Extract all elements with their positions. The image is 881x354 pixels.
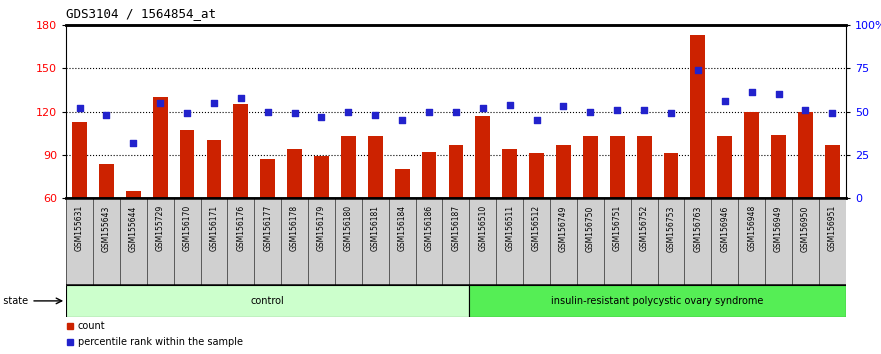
Text: GSM156179: GSM156179	[317, 205, 326, 251]
Point	[233, 95, 248, 101]
Text: GSM156512: GSM156512	[532, 205, 541, 251]
Bar	[72, 122, 87, 198]
Bar	[691, 35, 706, 198]
Point	[583, 109, 597, 114]
Point	[287, 110, 301, 116]
Text: GSM155643: GSM155643	[102, 205, 111, 252]
Point	[637, 107, 651, 113]
Text: GSM156948: GSM156948	[747, 205, 756, 251]
Point	[448, 109, 463, 114]
Bar	[99, 164, 114, 198]
Bar	[556, 145, 571, 198]
Point	[529, 118, 544, 123]
Bar	[583, 136, 597, 198]
Point	[126, 140, 140, 145]
Bar	[470, 285, 846, 317]
Point	[261, 109, 275, 114]
Bar	[717, 136, 732, 198]
Point	[422, 109, 436, 114]
Text: GSM156184: GSM156184	[397, 205, 407, 251]
Text: GSM156180: GSM156180	[344, 205, 353, 251]
Bar	[315, 156, 329, 198]
Point	[180, 110, 194, 116]
Bar	[529, 153, 544, 198]
Text: GSM156511: GSM156511	[505, 205, 515, 251]
Point	[772, 91, 786, 97]
Text: GSM156170: GSM156170	[182, 205, 191, 251]
Text: GSM156171: GSM156171	[210, 205, 218, 251]
Text: GSM156763: GSM156763	[693, 205, 702, 252]
Point	[153, 100, 167, 105]
Text: GSM155631: GSM155631	[75, 205, 84, 251]
Text: percentile rank within the sample: percentile rank within the sample	[78, 337, 243, 347]
Text: GSM156750: GSM156750	[586, 205, 595, 252]
Bar	[152, 97, 167, 198]
Point	[395, 118, 409, 123]
Text: GSM156187: GSM156187	[451, 205, 461, 251]
Text: GSM156751: GSM156751	[612, 205, 622, 251]
Bar	[341, 136, 356, 198]
Point	[503, 102, 517, 107]
Point	[718, 98, 732, 104]
Text: GSM155729: GSM155729	[156, 205, 165, 251]
Text: GSM156186: GSM156186	[425, 205, 433, 251]
Point	[207, 100, 221, 105]
Bar	[395, 169, 410, 198]
Text: GSM156749: GSM156749	[559, 205, 568, 252]
Bar	[66, 285, 470, 317]
Point	[557, 103, 571, 109]
Text: GSM156949: GSM156949	[774, 205, 783, 252]
Bar	[368, 136, 382, 198]
Bar	[798, 112, 813, 198]
Text: GSM156181: GSM156181	[371, 205, 380, 251]
Text: disease state: disease state	[0, 296, 28, 306]
Bar	[126, 191, 141, 198]
Text: GSM156176: GSM156176	[236, 205, 245, 251]
Bar	[502, 149, 517, 198]
Point	[798, 107, 812, 113]
Text: GSM156951: GSM156951	[828, 205, 837, 251]
Bar	[422, 152, 436, 198]
Bar	[637, 136, 652, 198]
Text: GSM156753: GSM156753	[667, 205, 676, 252]
Bar	[180, 130, 195, 198]
Bar	[476, 116, 490, 198]
Text: GDS3104 / 1564854_at: GDS3104 / 1564854_at	[66, 7, 216, 20]
Point	[744, 90, 759, 95]
Text: GSM156510: GSM156510	[478, 205, 487, 251]
Point	[100, 112, 114, 118]
Text: GSM156178: GSM156178	[290, 205, 300, 251]
Bar	[233, 104, 248, 198]
Point	[368, 112, 382, 118]
Text: GSM156946: GSM156946	[721, 205, 729, 252]
Bar	[663, 153, 678, 198]
Bar	[287, 149, 302, 198]
Text: GSM156752: GSM156752	[640, 205, 648, 251]
Point	[611, 107, 625, 113]
Point	[664, 110, 678, 116]
Text: control: control	[251, 296, 285, 306]
Point	[825, 110, 840, 116]
Bar	[744, 112, 759, 198]
Bar	[825, 145, 840, 198]
Point	[691, 67, 705, 73]
Bar	[260, 159, 275, 198]
Bar	[771, 135, 786, 198]
Text: GSM156177: GSM156177	[263, 205, 272, 251]
Text: GSM156950: GSM156950	[801, 205, 810, 252]
Bar	[448, 145, 463, 198]
Text: GSM155644: GSM155644	[129, 205, 137, 252]
Bar	[610, 136, 625, 198]
Text: insulin-resistant polycystic ovary syndrome: insulin-resistant polycystic ovary syndr…	[552, 296, 764, 306]
Text: count: count	[78, 321, 106, 331]
Point	[476, 105, 490, 111]
Bar	[206, 141, 221, 198]
Point	[72, 105, 86, 111]
Point	[315, 114, 329, 120]
Point	[341, 109, 355, 114]
